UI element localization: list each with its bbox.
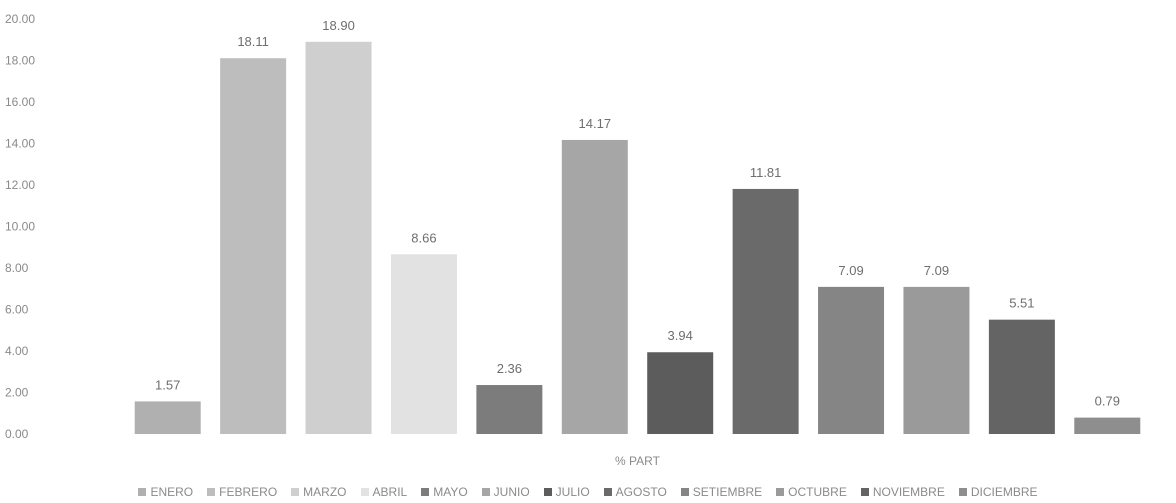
bar-noviembre [988, 319, 1055, 434]
legend-label: JUNIO [493, 485, 530, 499]
legend-item-febrero: FEBRERO [207, 484, 277, 500]
legend-label: FEBRERO [219, 485, 278, 499]
bar-febrero [220, 58, 287, 434]
legend-label: DICIEMBRE [970, 485, 1038, 499]
data-label-mayo: 2.36 [497, 361, 522, 376]
bar-chart: 0.00 2.00 4.00 6.00 8.00 10.00 12.00 14.00 16.00… [5, 12, 1141, 468]
legend-item-julio: JULIO [543, 484, 590, 500]
bar-agosto [732, 188, 799, 434]
y-tick-label: 12.00 [5, 178, 35, 192]
legend-label: ABRIL [372, 485, 408, 499]
legend-item-mayo: MAYO [421, 484, 468, 500]
y-tick-label: 8.00 [5, 261, 29, 275]
bar-enero [134, 401, 201, 434]
y-tick-label: 18.00 [5, 54, 35, 68]
data-label-noviembre: 5.51 [1009, 296, 1034, 311]
legend-label: AGOSTO [615, 485, 667, 499]
legend-item-setiembre: SETIEMBRE [680, 484, 763, 500]
legend-swatch [291, 488, 300, 496]
legend-swatch [421, 488, 430, 496]
bar-marzo [305, 41, 372, 434]
legend-swatch [680, 488, 689, 496]
legend-swatch [207, 488, 216, 496]
data-label-agosto: 11.81 [750, 165, 782, 180]
legend-swatch [543, 488, 552, 496]
legend-label: MARZO [303, 485, 347, 499]
y-tick-label: 10.00 [5, 220, 35, 234]
data-label-julio: 3.94 [668, 328, 693, 343]
data-labels-group: 1.57 18.11 18.90 8.66 2.36 14.17 3.94 11.81 7.09… [155, 18, 1120, 409]
bar-setiembre [818, 286, 885, 434]
legend: ENERO FEBRERO MARZO ABRIL MAYO JUNIO JULIO AGOS… [0, 484, 1176, 500]
y-tick-label: 2.00 [5, 386, 29, 400]
legend-swatch [776, 488, 785, 496]
legend-label: NOVIEMBRE [872, 485, 945, 499]
legend-swatch [481, 488, 490, 496]
legend-item-marzo: MARZO [291, 484, 347, 500]
legend-label: MAYO [433, 485, 468, 499]
x-category-label: % PART [615, 454, 661, 468]
legend-swatch [360, 488, 369, 496]
data-label-setiembre: 7.09 [838, 263, 863, 278]
legend-item-junio: JUNIO [481, 484, 530, 500]
bars-group [134, 41, 1141, 434]
legend-label: JULIO [555, 485, 590, 499]
bar-diciembre [1074, 417, 1141, 434]
legend-swatch [860, 488, 869, 496]
legend-swatch [958, 488, 967, 496]
data-label-febrero: 18.11 [237, 34, 269, 49]
y-tick-label: 6.00 [5, 303, 29, 317]
y-tick-label: 14.00 [5, 137, 35, 151]
legend-label: OCTUBRE [788, 485, 847, 499]
y-tick-label: 16.00 [5, 95, 35, 109]
legend-item-enero: ENERO [138, 484, 193, 500]
bar-octubre [903, 286, 970, 434]
legend-item-noviembre: NOVIEMBRE [860, 484, 945, 500]
bar-mayo [476, 385, 543, 434]
data-label-abril: 8.66 [411, 230, 436, 245]
bar-junio [561, 139, 628, 434]
legend-item-diciembre: DICIEMBRE [958, 484, 1038, 500]
data-label-marzo: 18.90 [322, 18, 355, 33]
legend-swatch [138, 488, 147, 496]
data-label-octubre: 7.09 [924, 263, 949, 278]
legend-swatch [603, 488, 612, 496]
bar-abril [390, 254, 457, 434]
legend-item-agosto: AGOSTO [603, 484, 667, 500]
y-tick-label: 4.00 [5, 344, 29, 358]
legend-item-octubre: OCTUBRE [776, 484, 847, 500]
data-label-junio: 14.17 [579, 116, 612, 131]
data-label-enero: 1.57 [155, 377, 180, 392]
bar-julio [647, 352, 714, 434]
legend-label: ENERO [150, 485, 194, 499]
y-tick-label: 20.00 [5, 12, 35, 26]
y-axis: 0.00 2.00 4.00 6.00 8.00 10.00 12.00 14.00 16.00… [5, 12, 35, 441]
legend-item-abril: ABRIL [360, 484, 408, 500]
data-label-diciembre: 0.79 [1095, 394, 1120, 409]
y-tick-label: 0.00 [5, 427, 29, 441]
legend-label: SETIEMBRE [692, 485, 763, 499]
